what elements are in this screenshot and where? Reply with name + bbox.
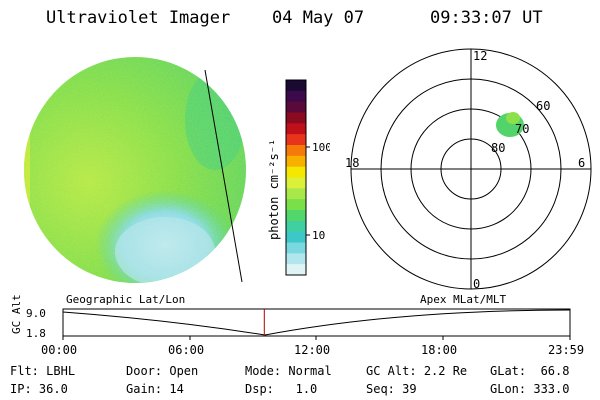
colorbar-segment: [286, 101, 306, 113]
timeline-xtick-1200: 12:00: [294, 343, 330, 357]
colorbar-tick-100: 100: [312, 141, 330, 154]
timeline-right-title: Apex MLat/MLT: [420, 293, 506, 306]
colorbar-segment: [286, 210, 306, 222]
info-seq: Seq: 39: [366, 382, 417, 396]
polar-label-12: 12: [473, 49, 487, 63]
info-door: Door: Open: [126, 364, 199, 378]
timeline-ytick-9: 9.0: [26, 307, 46, 320]
info-flt: Flt: LBHL: [10, 364, 76, 378]
colorbar-segment: [286, 264, 306, 276]
date-label: 04 May 07: [272, 8, 365, 28]
colorbar-segment: [286, 166, 306, 178]
polar-label-0: 0: [473, 277, 480, 290]
info-gc-alt: GC Alt: 2.2 Re: [366, 364, 468, 378]
colorbar-segment: [286, 155, 306, 168]
colorbar-segment: [286, 90, 306, 103]
timeline-xtick-0600: 06:00: [168, 343, 204, 357]
colorbar-segment: [286, 242, 306, 254]
polar-label-lat60: 60: [536, 99, 550, 113]
timeline-xtick-1800: 18:00: [421, 343, 457, 357]
colorbar-segment: [286, 80, 306, 92]
colorbar-tick-10: 10: [312, 229, 325, 242]
info-glon: GLon: 333.0: [490, 382, 570, 396]
colorbar-segment: [286, 220, 306, 233]
colorbar-unit-label: photon cm⁻²s⁻¹: [267, 139, 281, 240]
earth-disk: [24, 57, 246, 283]
info-dsp: Dsp: 1.0: [245, 382, 318, 396]
polar-plot: 12 0 18 6 60 70 80: [345, 48, 592, 290]
timeline-axis-label: GC Alt: [10, 294, 23, 334]
colorbar-segment: [286, 112, 306, 124]
timeline-frame: [62, 308, 571, 337]
colorbar-segment: [286, 177, 306, 189]
colorbar-segment: [286, 199, 306, 211]
altitude-curve: [62, 309, 571, 336]
polar-label-18: 18: [345, 156, 359, 170]
colorbar-segment: [286, 188, 306, 200]
colorbar-segment: [286, 231, 306, 243]
info-mode: Mode: Normal: [245, 364, 332, 378]
time-label: 09:33:07 UT: [430, 8, 543, 28]
colorbar-segment: [286, 134, 306, 146]
timeline-plot: Geographic Lat/Lon Apex MLat/MLT GC Alt …: [10, 293, 584, 357]
colorbar-segment: [286, 145, 306, 157]
polar-label-lat80: 80: [491, 141, 505, 155]
colorbar-segment: [286, 253, 306, 265]
terminator-line: [204, 69, 243, 283]
info-ip: IP: 36.0: [10, 382, 68, 396]
colorbar: 100 10 photon cm⁻²s⁻¹: [267, 79, 330, 276]
timeline-xtick-0000: 00:00: [41, 343, 77, 357]
timeline-ytick-1.8: 1.8: [26, 327, 46, 340]
timeline-left-title: Geographic Lat/Lon: [66, 293, 185, 306]
polar-label-6: 6: [578, 156, 585, 170]
colorbar-segment: [286, 123, 306, 135]
page-title: Ultraviolet Imager: [46, 8, 231, 28]
polar-label-lat70: 70: [515, 122, 529, 136]
info-glat: GLat: 66.8: [490, 364, 570, 378]
timeline-xtick-2359: 23:59: [548, 343, 584, 357]
info-gain: Gain: 14: [126, 382, 184, 396]
